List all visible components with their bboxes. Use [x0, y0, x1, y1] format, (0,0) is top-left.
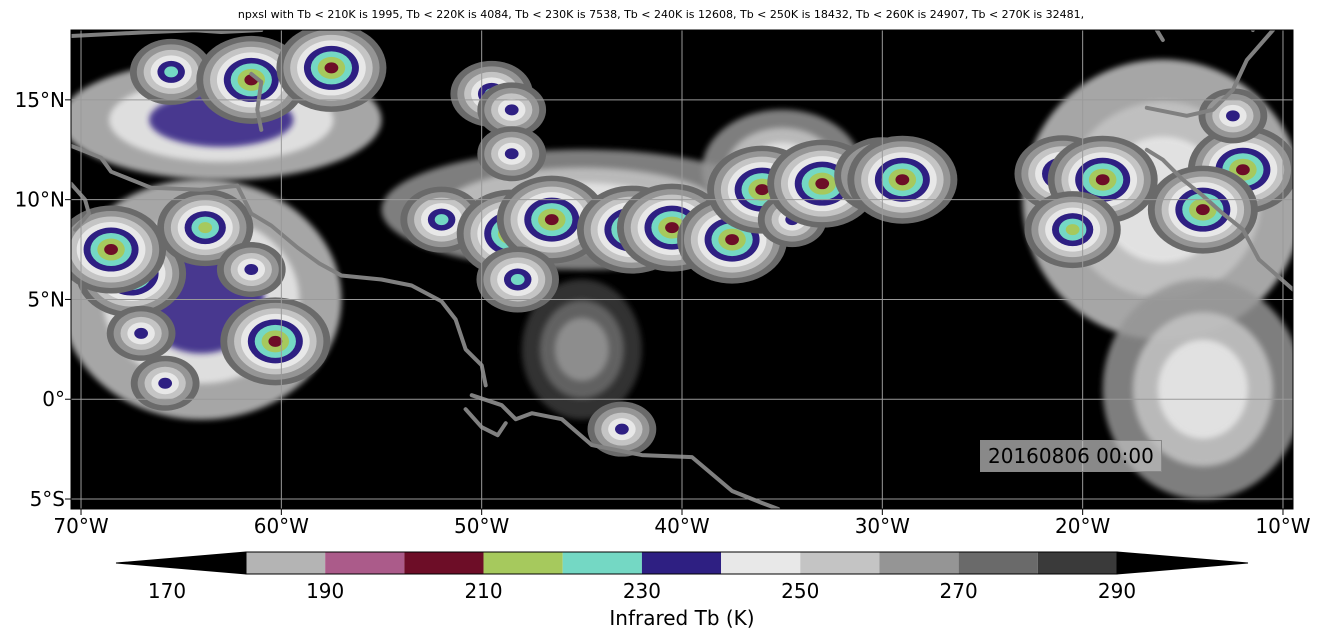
cluster-contour [1065, 224, 1080, 236]
colorbar-tick-label: 210 [464, 579, 502, 603]
cloud-cluster [767, 139, 878, 228]
colorbar-segment [325, 552, 405, 574]
plot-area [70, 29, 1294, 510]
cluster-contour [1236, 164, 1250, 176]
colorbar-tick-label: 290 [1098, 579, 1136, 603]
y-axis-ticks: 15°N 10°N 5°N 0° 5°S [15, 88, 71, 511]
colorbar-segment [1037, 552, 1117, 574]
colorbar-segment [800, 552, 880, 574]
coastline [249, 71, 264, 132]
cluster-contour [665, 222, 679, 234]
cloud-cluster [1187, 125, 1293, 214]
x-tick-label: 30°W [855, 514, 910, 538]
coastline [235, 183, 488, 388]
cluster-contour [158, 377, 173, 389]
cluster-contour [1226, 110, 1240, 122]
y-tick-label: 15°N [15, 88, 65, 112]
cloud-cluster [847, 135, 958, 224]
cloud-cluster [216, 242, 286, 297]
x-tick-label: 40°W [654, 514, 709, 538]
x-tick-label: 70°W [53, 514, 108, 538]
colorbar-tick-label: 250 [781, 579, 819, 603]
coastline [71, 181, 91, 232]
timestamp-label: 20160806 00:00 [980, 440, 1162, 472]
cluster-contour [1195, 204, 1210, 216]
coastline [463, 407, 508, 438]
cloud-cluster [1147, 165, 1258, 254]
cloud-cluster [477, 126, 547, 182]
coastline [189, 30, 264, 34]
colorbar: 170 190 210 230 250 270 290 [115, 551, 1249, 603]
cloud-cluster [129, 38, 213, 105]
cloud-cluster [400, 186, 483, 253]
cloud-cluster [106, 305, 176, 361]
coastline [1154, 30, 1165, 42]
coastline [71, 30, 204, 38]
cluster-contour [1095, 174, 1110, 186]
cloud-cluster [220, 297, 331, 386]
cluster-contour [895, 174, 910, 186]
colorbar-segment [404, 552, 484, 574]
colorbar-tick-label: 170 [148, 579, 186, 603]
cloud-cluster [130, 355, 200, 411]
gridlines [71, 30, 1293, 509]
colorbar-tick-label: 190 [306, 579, 344, 603]
cluster-contour [244, 264, 259, 275]
cloud-cluster-layer [71, 30, 1293, 457]
colorbar-extend-low [115, 551, 247, 575]
chart-title: npxsl with Tb < 210K is 1995, Tb < 220K … [237, 8, 1085, 21]
x-tick-label: 10°W [1255, 514, 1310, 538]
warm-cloud-area [1157, 339, 1248, 439]
y-tick-label: 0° [42, 387, 65, 411]
colorbar-segment [721, 552, 801, 574]
colorbar-tick-label: 230 [623, 579, 661, 603]
colorbar-extend-high [1116, 551, 1249, 575]
cloud-cluster [1198, 88, 1268, 144]
colorbar-segment [562, 552, 642, 574]
cluster-contour [615, 423, 629, 435]
x-axis-ticks: 70°W 60°W 50°W 40°W 30°W 20°W 10°W [53, 509, 1311, 538]
x-tick-label: 60°W [254, 514, 309, 538]
cluster-contour [164, 66, 179, 78]
y-tick-label: 5°S [30, 487, 65, 511]
cloud-cluster [157, 189, 254, 267]
colorbar-segment [958, 552, 1038, 574]
colorbar-segment [246, 552, 326, 574]
x-tick-label: 50°W [454, 514, 509, 538]
y-tick-label: 5°N [27, 287, 65, 311]
cluster-contour [815, 178, 830, 190]
colorbar-frame [245, 551, 1118, 575]
cloud-cluster [587, 401, 657, 457]
coastline [1144, 147, 1293, 292]
cloud-cluster [476, 246, 559, 313]
cluster-contour [198, 222, 213, 234]
cluster-contour [755, 184, 770, 196]
colorbar-tick-label: 270 [940, 579, 978, 603]
warm-cloud-area [554, 317, 609, 381]
colorbar-segment [879, 552, 959, 574]
coastline [1250, 30, 1256, 32]
cloud-cluster [276, 30, 387, 112]
cluster-contour [510, 273, 525, 285]
cluster-contour [504, 104, 519, 116]
x-tick-label: 20°W [1055, 514, 1110, 538]
coastline [469, 393, 781, 509]
cloud-cluster [1024, 191, 1121, 269]
cluster-contour [134, 327, 148, 339]
cluster-contour [268, 335, 283, 347]
coastline [71, 143, 240, 192]
colorbar-label: Infrared Tb (K) [609, 606, 754, 630]
cloud-cluster [477, 82, 547, 138]
cloud-cluster [71, 205, 167, 294]
cluster-contour [104, 244, 118, 256]
colorbar-segment [483, 552, 563, 574]
cluster-contour [544, 214, 559, 226]
cluster-contour [725, 234, 739, 246]
y-tick-label: 10°N [15, 188, 65, 212]
cluster-contour [504, 148, 519, 160]
colorbar-segment [641, 552, 722, 574]
cluster-contour [324, 62, 339, 74]
cluster-contour [434, 214, 449, 226]
